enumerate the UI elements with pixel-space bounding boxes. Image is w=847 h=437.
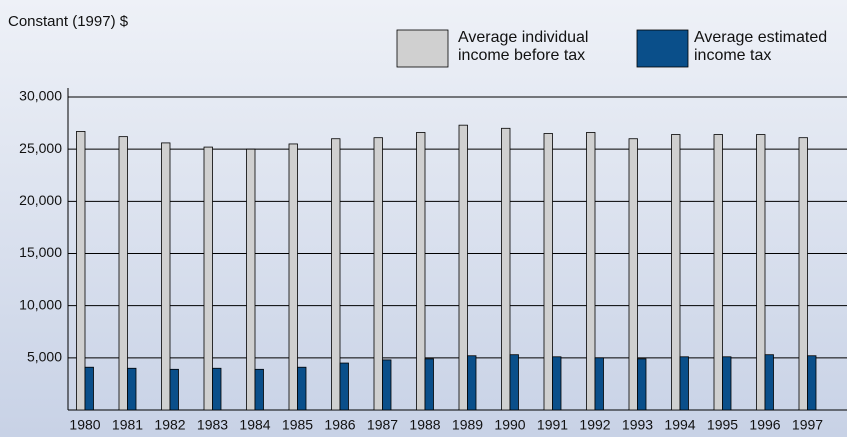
bar: [671, 134, 681, 411]
x-tick-label: 1982: [154, 417, 185, 433]
bar: [807, 355, 817, 411]
x-tick-label: 1992: [579, 417, 610, 433]
x-tick-label: 1988: [409, 417, 440, 433]
bar: [756, 134, 766, 411]
y-tick-label: 30,000: [19, 88, 62, 104]
x-tick-label: 1990: [494, 417, 525, 433]
bar: [161, 142, 171, 411]
bar: [373, 137, 383, 411]
bar: [127, 367, 137, 411]
bar: [798, 137, 808, 411]
legend-swatch: [636, 29, 689, 68]
bar: [764, 354, 774, 411]
bar: [331, 138, 341, 411]
bar: [84, 366, 94, 411]
bar: [543, 133, 553, 411]
x-tick-label: 1986: [324, 417, 355, 433]
x-tick-label: 1991: [537, 417, 568, 433]
bar: [509, 354, 519, 411]
bar: [679, 356, 689, 411]
bar: [288, 143, 298, 411]
bar: [713, 134, 723, 411]
bar: [297, 366, 307, 411]
legend-swatch: [396, 29, 449, 68]
bar: [254, 368, 264, 411]
bar: [212, 367, 222, 411]
x-tick-label: 1994: [664, 417, 695, 433]
bar: [501, 127, 511, 411]
bar: [203, 146, 213, 411]
bar: [458, 124, 468, 411]
bar: [416, 132, 426, 411]
bar: [246, 148, 256, 411]
x-tick-label: 1989: [452, 417, 483, 433]
x-tick-label: 1983: [197, 417, 228, 433]
x-tick-label: 1981: [112, 417, 143, 433]
bar: [76, 131, 86, 411]
bar: [722, 356, 732, 411]
x-tick-label: 1987: [367, 417, 398, 433]
bar: [586, 132, 596, 411]
legend-label: Average individual income before tax: [458, 29, 589, 64]
x-tick-label: 1985: [282, 417, 313, 433]
bar: [118, 136, 128, 411]
bar: [467, 355, 477, 411]
y-tick-label: 10,000: [19, 296, 62, 312]
bar: [628, 138, 638, 411]
bar: [382, 359, 392, 411]
x-tick-label: 1984: [239, 417, 270, 433]
y-tick-label: 5,000: [27, 349, 62, 365]
bar: [424, 358, 434, 411]
bar: [169, 368, 179, 411]
x-tick-label: 1980: [69, 417, 100, 433]
legend-label: Average estimated income tax: [694, 29, 828, 64]
y-tick-label: 15,000: [19, 244, 62, 260]
x-tick-label: 1997: [792, 417, 823, 433]
x-tick-label: 1995: [707, 417, 738, 433]
x-tick-label: 1996: [749, 417, 780, 433]
y-tick-label: 20,000: [19, 192, 62, 208]
x-tick-label: 1993: [622, 417, 653, 433]
y-tick-label: 25,000: [19, 140, 62, 156]
bar: [637, 358, 647, 411]
bar: [339, 362, 349, 411]
chart-title: Constant (1997) $: [8, 13, 129, 30]
bar: [552, 356, 562, 411]
bar: [594, 357, 604, 411]
